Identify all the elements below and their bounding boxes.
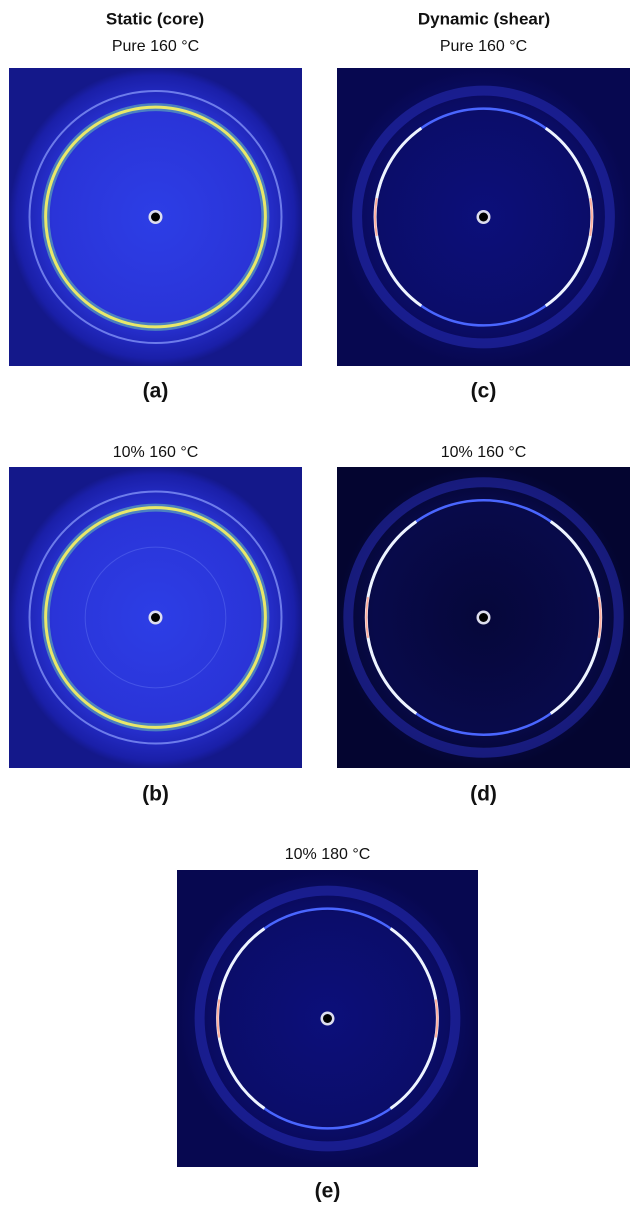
main-ring: [44, 506, 267, 729]
arc-core: [597, 596, 602, 639]
panel-label: (c): [471, 380, 497, 403]
diffraction-pattern: [9, 68, 302, 366]
outer-halo: [343, 477, 624, 758]
inner-ring: [84, 546, 227, 689]
beam-stop: [479, 212, 488, 222]
beam-stop: [151, 212, 160, 222]
beam-stop: [151, 613, 160, 622]
outer-ring: [28, 90, 283, 344]
diffraction-pattern: [337, 467, 630, 768]
diffraction-pattern: [177, 870, 478, 1167]
beam-stop: [323, 1014, 332, 1023]
arc-core: [216, 999, 221, 1038]
arc-core: [365, 596, 370, 639]
outer-halo: [352, 85, 615, 349]
panel-condition: 10% 160 °C: [441, 444, 527, 461]
panel-label: (b): [142, 783, 169, 806]
outer-halo: [194, 885, 461, 1152]
panel-condition: Pure 160 °C: [112, 38, 199, 55]
arc-core: [589, 198, 593, 236]
panel-condition: Pure 160 °C: [440, 38, 527, 55]
diffraction-pattern: [9, 467, 302, 768]
panel-condition: 10% 180 °C: [285, 846, 371, 863]
outer-ring: [28, 490, 283, 745]
panel-label: (d): [470, 783, 497, 806]
diffraction-pattern: [337, 68, 630, 366]
main-ring: [44, 105, 267, 329]
arc-core: [434, 999, 439, 1038]
column-header: Static (core): [106, 9, 204, 28]
arc-core: [374, 198, 378, 236]
panel-label: (a): [143, 380, 169, 403]
panel-label: (e): [315, 1180, 341, 1203]
panel-condition: 10% 160 °C: [113, 444, 199, 461]
beam-stop: [479, 613, 488, 622]
column-header: Dynamic (shear): [418, 9, 550, 28]
